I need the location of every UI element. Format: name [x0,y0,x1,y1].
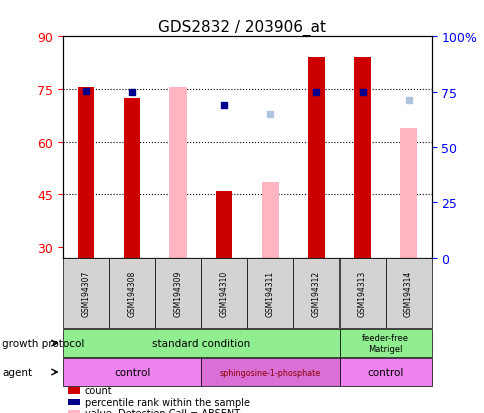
Point [220,102,227,109]
Text: GSM194312: GSM194312 [311,270,320,316]
Text: GSM194309: GSM194309 [173,270,182,316]
Bar [399,128,417,258]
Text: GSM194311: GSM194311 [265,270,274,316]
Point [312,89,319,96]
Text: count: count [85,385,112,395]
Bar [124,99,140,258]
Bar [354,58,370,258]
Point [128,89,136,96]
Bar [261,183,279,258]
Text: GSM194314: GSM194314 [403,270,412,316]
Text: standard condition: standard condition [152,338,250,348]
Text: GDS2832 / 203906_at: GDS2832 / 203906_at [158,20,326,36]
Text: percentile rank within the sample: percentile rank within the sample [85,397,249,407]
Text: GSM194307: GSM194307 [81,270,91,316]
Text: GSM194310: GSM194310 [219,270,228,316]
Bar [169,88,187,258]
Bar [216,192,232,258]
Text: agent: agent [2,367,32,377]
Bar [308,58,324,258]
Text: sphingosine-1-phosphate: sphingosine-1-phosphate [219,368,320,377]
Point [404,98,411,104]
Text: value, Detection Call = ABSENT: value, Detection Call = ABSENT [85,408,240,413]
Point [358,89,365,96]
Text: growth protocol: growth protocol [2,338,85,348]
Bar [78,88,94,258]
Text: control: control [367,367,403,377]
Point [82,88,90,95]
Text: GSM194308: GSM194308 [127,270,136,316]
Text: GSM194313: GSM194313 [357,270,366,316]
Text: feeder-free
Matrigel: feeder-free Matrigel [362,334,408,353]
Text: control: control [114,367,150,377]
Point [266,111,273,118]
